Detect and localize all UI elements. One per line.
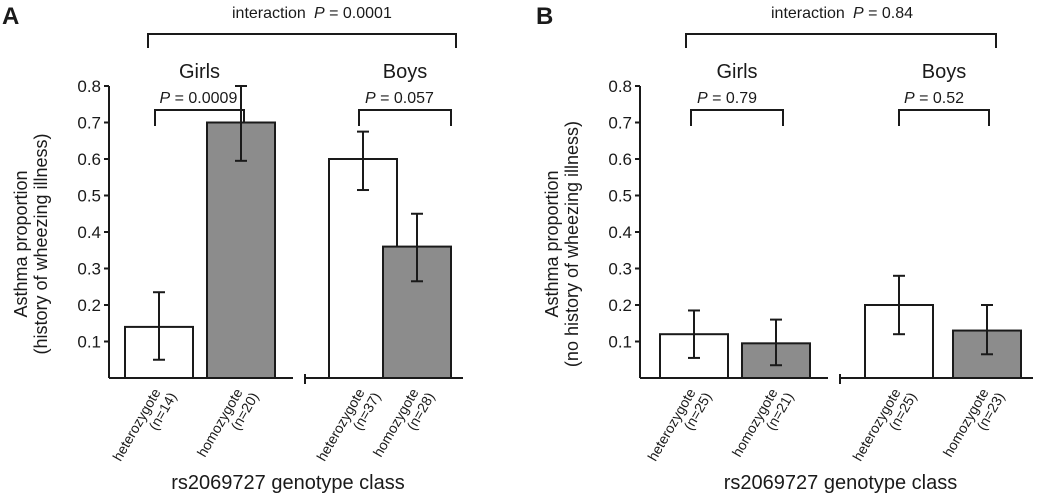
- y-tick-label: 0.7: [77, 114, 101, 133]
- y-tick-label: 0.5: [608, 187, 632, 206]
- panel-label: A: [2, 3, 19, 30]
- y-tick-label: 0.3: [608, 260, 632, 279]
- interaction-p-value: P = 0.0001: [314, 5, 392, 22]
- group-name: Boys: [383, 61, 427, 83]
- y-tick-label: 0.8: [77, 77, 101, 96]
- y-tick-label: 0.3: [77, 260, 101, 279]
- group-p-value: P = 0.057: [365, 90, 434, 107]
- group-bracket: [690, 109, 784, 126]
- y-tick-label: 0.7: [608, 114, 632, 133]
- group-bracket: [154, 109, 245, 126]
- y-tick-label: 0.1: [77, 333, 101, 352]
- y-tick-label: 0.4: [608, 223, 632, 242]
- y-tick-label: 0.6: [608, 150, 632, 169]
- group-p-value: P = 0.0009: [160, 90, 238, 107]
- interaction-label: interaction: [232, 5, 306, 22]
- y-axis-title-line1: Asthma proportion: [542, 170, 562, 317]
- interaction-bracket: [685, 33, 997, 48]
- y-tick-label: 0.8: [608, 77, 632, 96]
- panel-label: B: [536, 3, 553, 30]
- x-axis-title: rs2069727 genotype class: [724, 472, 958, 494]
- y-tick-label: 0.6: [77, 150, 101, 169]
- y-axis-title-line1: Asthma proportion: [11, 170, 31, 317]
- y-axis-title-line2: (history of wheezing illness): [31, 133, 51, 354]
- group-p-value: P = 0.79: [697, 90, 757, 107]
- group-bracket: [358, 109, 452, 126]
- y-tick-label: 0.2: [608, 296, 632, 315]
- interaction-label: interaction: [771, 5, 845, 22]
- y-tick-label: 0.5: [77, 187, 101, 206]
- group-name: Girls: [716, 61, 757, 83]
- group-p-value: P = 0.52: [904, 90, 964, 107]
- y-tick-label: 0.1: [608, 333, 632, 352]
- group-bracket: [898, 109, 990, 126]
- bar-homozygote: [206, 121, 276, 379]
- y-tick-label: 0.4: [77, 223, 101, 242]
- group-name: Girls: [179, 61, 220, 83]
- y-axis-title-line2: (no history of wheezing illness): [562, 121, 582, 367]
- interaction-bracket: [147, 33, 457, 48]
- interaction-p-value: P = 0.84: [853, 5, 913, 22]
- y-tick-label: 0.2: [77, 296, 101, 315]
- group-name: Boys: [922, 61, 966, 83]
- x-axis-title: rs2069727 genotype class: [171, 472, 405, 494]
